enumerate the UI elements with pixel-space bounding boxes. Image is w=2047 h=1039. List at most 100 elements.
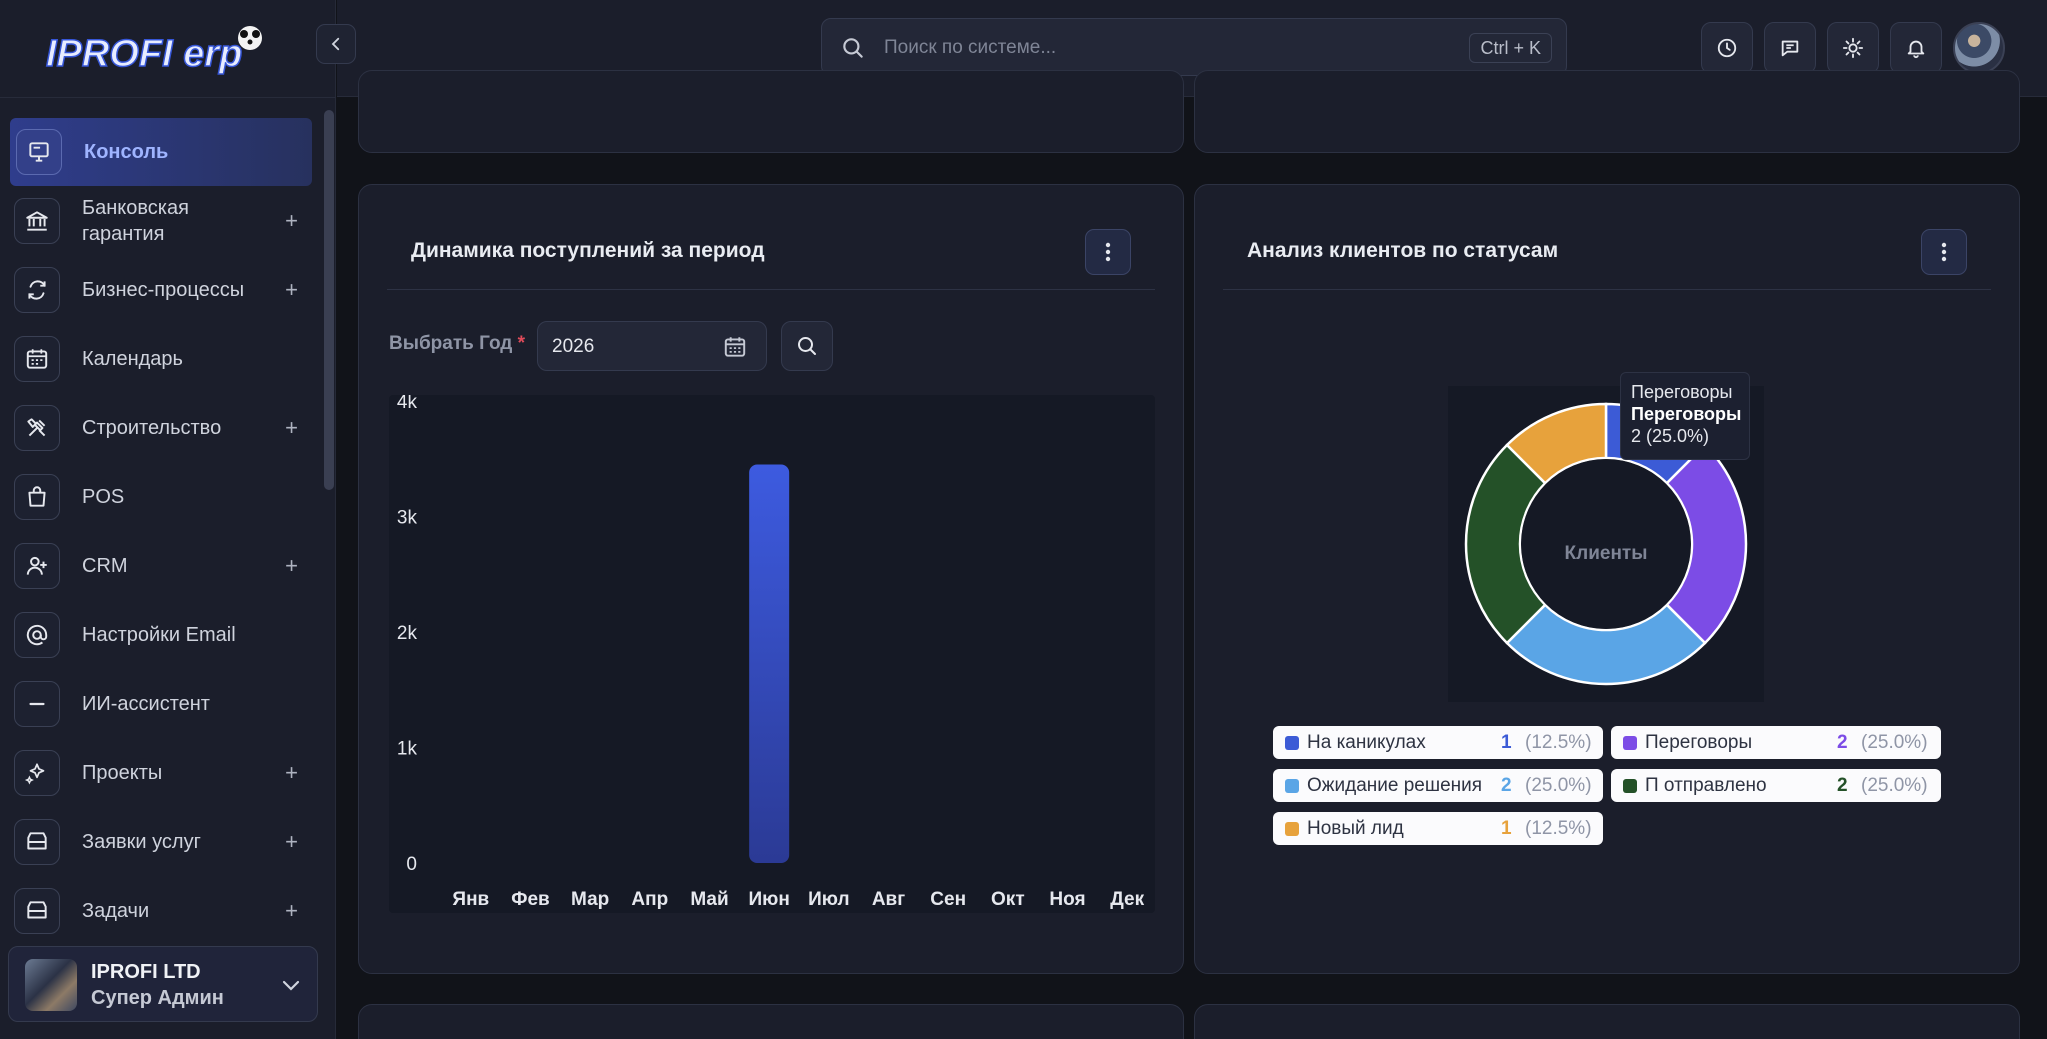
- donut-slice-2[interactable]: [1665, 443, 1748, 645]
- sidebar-item-2[interactable]: Банковская гарантия +: [0, 186, 320, 255]
- sidebar: IPROFI erp Консоль Банковская гарантия + Би…: [0, 0, 336, 1039]
- card-title: Анализ клиентов по статусам: [1247, 239, 1559, 262]
- expand-plus-icon[interactable]: +: [285, 552, 298, 578]
- sidebar-collapse-button[interactable]: [316, 24, 356, 64]
- sidebar-item-label: Консоль: [84, 141, 169, 163]
- x-tick-label: Янв: [452, 889, 489, 910]
- sidebar-item-12[interactable]: Задачи +: [0, 876, 320, 945]
- donut-slice-3[interactable]: [1505, 603, 1707, 686]
- inbox-icon: [14, 818, 60, 865]
- at-sign-icon: [14, 611, 60, 658]
- expand-plus-icon[interactable]: +: [285, 414, 298, 440]
- sidebar-item-label: CRM: [82, 554, 128, 577]
- x-tick-label: Апр: [631, 889, 668, 910]
- legend-count: 2: [1501, 774, 1512, 796]
- legend-item[interactable]: Новый лид 1 (12.5%): [1273, 812, 1603, 845]
- theme-toggle-button[interactable]: [1827, 22, 1879, 74]
- sun-icon: [1842, 37, 1864, 59]
- expand-plus-icon[interactable]: +: [285, 828, 298, 854]
- legend-swatch: [1285, 821, 1299, 836]
- sidebar-item-label: Настройки Email: [82, 623, 236, 646]
- sidebar-scrollbar[interactable]: [324, 110, 334, 490]
- sidebar-item-6[interactable]: POS: [0, 462, 320, 531]
- legend-label: П отправлено: [1645, 774, 1767, 796]
- sidebar-item-8[interactable]: Настройки Email: [0, 600, 320, 669]
- sidebar-item-9[interactable]: ИИ-ассистент: [0, 669, 320, 738]
- expand-plus-icon[interactable]: +: [285, 759, 298, 785]
- expand-plus-icon[interactable]: +: [285, 207, 298, 233]
- legend-percent: (12.5%): [1525, 817, 1592, 839]
- global-search[interactable]: Ctrl + K: [821, 18, 1567, 76]
- sidebar-item-label: POS: [82, 485, 125, 508]
- sidebar-nav: Консоль Банковская гарантия + Бизнес-процес…: [0, 118, 320, 945]
- sidebar-item-label: Проекты: [82, 761, 163, 784]
- y-tick-label: 0: [406, 854, 417, 875]
- sidebar-item-10[interactable]: Проекты +: [0, 738, 320, 807]
- required-mark: *: [517, 333, 526, 354]
- company-name: IPROFI LTD: [91, 961, 201, 983]
- svg-text:IPROFI erp: IPROFI erp: [46, 33, 242, 75]
- legend-swatch: [1623, 735, 1637, 750]
- donut-hole: [1521, 459, 1691, 629]
- shopping-bag-icon: [14, 473, 60, 520]
- sidebar-item-1[interactable]: Консоль: [10, 118, 312, 186]
- card-bottom-right: [1194, 1004, 2020, 1039]
- messages-button[interactable]: [1764, 22, 1816, 74]
- monitor-icon: [16, 129, 62, 175]
- calendar-icon[interactable]: [722, 334, 748, 360]
- legend-item[interactable]: На каникулах 1 (12.5%): [1273, 726, 1603, 759]
- bar-Июн[interactable]: [749, 464, 790, 863]
- legend-swatch: [1285, 735, 1299, 750]
- search-input[interactable]: [884, 31, 1444, 65]
- card-menu-button[interactable]: [1921, 229, 1967, 275]
- notifications-button[interactable]: [1890, 22, 1942, 74]
- legend-item[interactable]: Переговоры 2 (25.0%): [1611, 726, 1941, 759]
- income-dynamics-card: Динамика поступлений за период Выбрать Г…: [358, 184, 1184, 974]
- message-icon: [1781, 40, 1799, 57]
- tooltip-label: Переговоры: [1631, 404, 1742, 424]
- legend-item[interactable]: Ожидание решения 2 (25.0%): [1273, 769, 1603, 802]
- y-tick-label: 1k: [397, 739, 418, 760]
- x-tick-label: Фев: [511, 889, 549, 910]
- company-avatar: [25, 959, 77, 1011]
- legend-percent: (25.0%): [1525, 774, 1592, 796]
- bank-icon: [14, 197, 60, 244]
- x-tick-label: Июл: [808, 889, 849, 910]
- sidebar-item-label: Бизнес-процессы: [82, 278, 245, 301]
- user-avatar[interactable]: [1953, 22, 2005, 74]
- donut-slice-5[interactable]: [1505, 402, 1608, 485]
- bar-chart-svg: 0 1k 2k 3k 4k Янв Фев Мар Апр Май Июн Июл Авг Сен Окт Н…: [397, 392, 1145, 910]
- sidebar-item-11[interactable]: Заявки услуг +: [0, 807, 320, 876]
- income-bar-chart: 0 1k 2k 3k 4k Янв Фев Мар Апр Май Июн Июл Авг Сен Окт Н…: [389, 392, 1155, 913]
- sidebar-item-5[interactable]: Строительство +: [0, 393, 320, 462]
- legend-item[interactable]: П отправлено 2 (25.0%): [1611, 769, 1941, 802]
- expand-plus-icon[interactable]: +: [285, 897, 298, 923]
- year-value: 2026: [552, 336, 595, 357]
- sidebar-item-3[interactable]: Бизнес-процессы +: [0, 255, 320, 324]
- y-tick-label: 4k: [397, 395, 418, 413]
- history-button[interactable]: [1701, 22, 1753, 74]
- refresh-icon: [14, 266, 60, 313]
- x-tick-label: Май: [690, 889, 728, 910]
- company-logo[interactable]: IPROFI erp: [44, 22, 274, 78]
- expand-plus-icon[interactable]: +: [285, 276, 298, 302]
- company-switcher[interactable]: IPROFI LTD Супер Админ: [8, 946, 318, 1022]
- sidebar-item-label: Банковская гарантия: [82, 196, 189, 245]
- legend-count: 1: [1501, 817, 1512, 839]
- card-title: Динамика поступлений за период: [411, 239, 765, 262]
- legend-swatch: [1285, 778, 1299, 793]
- year-picker[interactable]: 2026: [537, 321, 767, 371]
- year-search-button[interactable]: [781, 321, 833, 371]
- sidebar-item-7[interactable]: CRM +: [0, 531, 320, 600]
- kebab-icon: [1105, 242, 1111, 262]
- legend-count: 2: [1837, 731, 1848, 753]
- logo-divider: [0, 97, 336, 98]
- legend-count: 2: [1837, 774, 1848, 796]
- inbox-icon: [14, 887, 60, 934]
- search-shortcut: Ctrl + K: [1469, 33, 1552, 63]
- card-menu-button[interactable]: [1085, 229, 1131, 275]
- sidebar-item-4[interactable]: Календарь: [0, 324, 320, 393]
- chevron-left-icon: [331, 37, 340, 51]
- donut-slice-4[interactable]: [1464, 443, 1547, 645]
- chart-tooltip: Переговоры Переговоры 2 (25.0%): [1620, 372, 1750, 460]
